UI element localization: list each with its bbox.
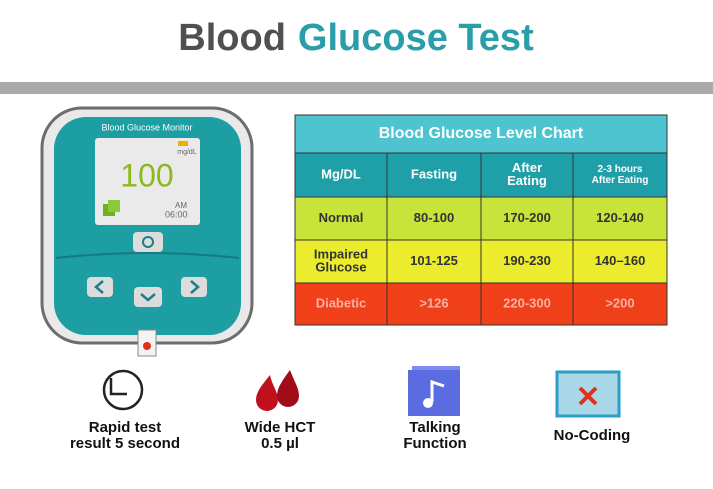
cell-text: 80-100 xyxy=(414,210,454,225)
clock-icon xyxy=(102,369,144,411)
cell-text: Mg/DL xyxy=(321,166,361,181)
table-cell xyxy=(572,196,668,241)
table-cell xyxy=(480,152,574,198)
power-button[interactable] xyxy=(133,232,163,252)
cell-text: 170-200 xyxy=(503,210,551,225)
feature-label: No-Coding xyxy=(554,427,631,444)
table-cell xyxy=(386,196,482,241)
clock-hands xyxy=(109,378,127,396)
title-part: Glucose Test xyxy=(298,17,534,59)
feature-label: 0.5 µl xyxy=(261,435,299,452)
time: 06:00 xyxy=(165,209,188,219)
divider xyxy=(0,82,713,94)
glucose-monitor: Blood Glucose Monitor mg/dL 100 AM 06:00 xyxy=(40,106,254,357)
device-label: Blood Glucose Monitor xyxy=(101,122,192,132)
left-button[interactable] xyxy=(87,277,113,297)
table-cell xyxy=(386,239,482,284)
cell-text: 220-300 xyxy=(503,295,551,310)
table-cell xyxy=(480,239,574,284)
reading: 100 xyxy=(120,157,173,193)
feature-label: Rapid test xyxy=(89,419,162,436)
table-cell xyxy=(572,152,668,198)
feature-label: Wide HCT xyxy=(245,419,316,436)
table-cell xyxy=(480,196,574,241)
note-head xyxy=(423,398,433,408)
feature-label: Function xyxy=(403,435,466,452)
cell-text: Fasting xyxy=(411,166,457,181)
cell-text: 190-230 xyxy=(503,253,551,268)
feature-label: Talking xyxy=(409,419,460,436)
cell-text: >126 xyxy=(419,295,448,310)
table-cell xyxy=(572,239,668,284)
cell-text: >200 xyxy=(605,295,634,310)
power-icon xyxy=(142,236,154,248)
right-button[interactable] xyxy=(181,277,207,297)
cell-text: After xyxy=(512,160,542,175)
arrow xyxy=(190,280,200,294)
cell-text: After Eating xyxy=(592,175,649,186)
icon xyxy=(108,200,120,212)
screen xyxy=(95,138,200,225)
table-cell xyxy=(572,282,668,326)
cell-text: Diabetic xyxy=(316,295,367,310)
drop-icon xyxy=(277,370,299,407)
cell-text: 101-125 xyxy=(410,253,458,268)
music-icon xyxy=(408,370,460,416)
table-cell xyxy=(294,282,388,326)
table-cell xyxy=(294,196,388,241)
period: AM xyxy=(175,201,187,210)
table-title: Blood Glucose Level Chart xyxy=(379,125,584,142)
device-line xyxy=(55,252,240,259)
cross xyxy=(578,386,598,406)
arrow xyxy=(94,280,104,294)
title: Blood Glucose Test xyxy=(178,17,534,59)
table-cell xyxy=(294,239,388,284)
cell-text: Normal xyxy=(319,210,364,225)
cell-text: Glucose xyxy=(315,259,366,274)
drop-icon xyxy=(256,375,278,411)
blood-spot xyxy=(143,342,151,350)
arrow xyxy=(140,293,156,302)
cell-text: 2-3 hours xyxy=(597,164,642,175)
feature-label: result 5 second xyxy=(70,435,180,452)
title-part: Blood xyxy=(178,17,286,59)
music-icon-page xyxy=(412,366,460,370)
cell-text: Eating xyxy=(507,173,547,188)
cell-text: Impaired xyxy=(314,246,368,261)
cell-text: 120-140 xyxy=(596,210,644,225)
battery xyxy=(178,141,188,146)
down-button[interactable] xyxy=(134,287,162,307)
cell-text: 140–160 xyxy=(595,253,646,268)
table-title-cell xyxy=(294,114,668,154)
unit: mg/dL xyxy=(177,149,197,156)
table-cell xyxy=(480,282,574,326)
level-chart: Blood Glucose Level Chart Mg/DL Fasting Af… xyxy=(294,114,668,326)
note xyxy=(430,379,445,402)
